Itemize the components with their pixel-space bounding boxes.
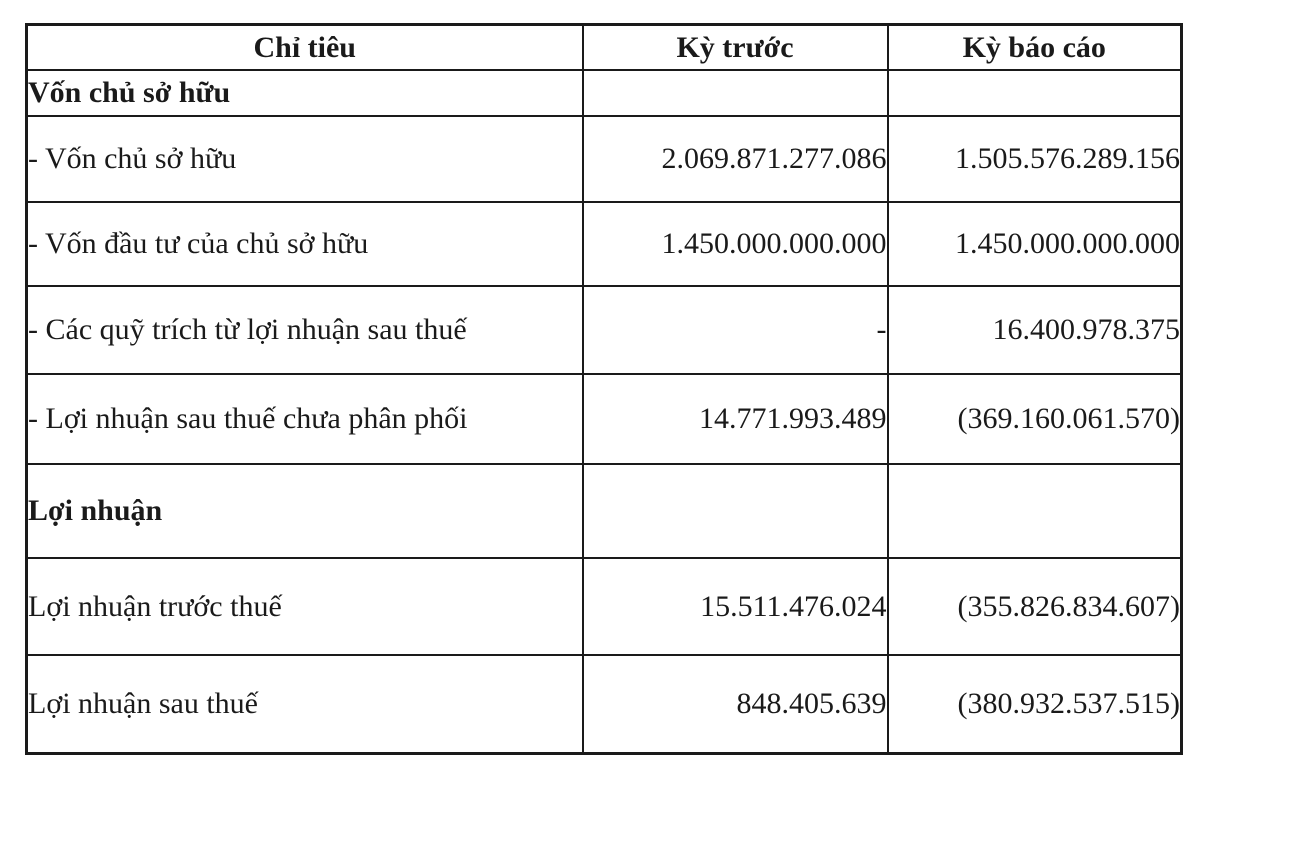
table-row-von-chu-so-huu: - Vốn chủ sở hữu 2.069.871.277.086 1.505… (25, 114, 1183, 203)
report-period-value: 1.450.000.000.000 (886, 200, 1183, 287)
column-header-ky-bao-cao: Kỳ báo cáo (886, 23, 1183, 71)
report-period-value: 1.505.576.289.156 (886, 114, 1183, 203)
report-period-value: (369.160.061.570) (886, 372, 1183, 465)
prev-period-value: 1.450.000.000.000 (581, 200, 889, 287)
prev-period-value: 848.405.639 (581, 653, 889, 755)
row-label: Lợi nhuận (25, 462, 584, 559)
row-label: Lợi nhuận sau thuế (25, 653, 584, 755)
column-header-chi-tieu: Chỉ tiêu (25, 23, 584, 71)
table-row-loi-nhuan-chua-phan-phoi: - Lợi nhuận sau thuế chưa phân phối 14.7… (25, 372, 1183, 465)
prev-period-value (581, 462, 889, 559)
report-period-value: (355.826.834.607) (886, 556, 1183, 656)
financial-table: Chỉ tiêu Kỳ trước Kỳ báo cáo Vốn chủ sở … (25, 23, 1183, 755)
row-label: - Vốn chủ sở hữu (25, 114, 584, 203)
row-label: - Các quỹ trích từ lợi nhuận sau thuế (25, 284, 584, 375)
prev-period-value: 2.069.871.277.086 (581, 114, 889, 203)
table-row-loi-nhuan-truoc-thue: Lợi nhuận trước thuế 15.511.476.024 (355… (25, 556, 1183, 656)
prev-period-value: 14.771.993.489 (581, 372, 889, 465)
row-label: - Vốn đầu tư của chủ sở hữu (25, 200, 584, 287)
row-label: Vốn chủ sở hữu (25, 68, 584, 117)
table-row-loi-nhuan-section: Lợi nhuận (25, 462, 1183, 559)
report-period-value: (380.932.537.515) (886, 653, 1183, 755)
table-row-von-chu-so-huu-section: Vốn chủ sở hữu (25, 68, 1183, 117)
report-period-value: 16.400.978.375 (886, 284, 1183, 375)
row-label: - Lợi nhuận sau thuế chưa phân phối (25, 372, 584, 465)
prev-period-value (581, 68, 889, 117)
table-row-cac-quy-trich: - Các quỹ trích từ lợi nhuận sau thuế - … (25, 284, 1183, 375)
table-header-row: Chỉ tiêu Kỳ trước Kỳ báo cáo (25, 23, 1183, 71)
column-header-ky-truoc: Kỳ trước (581, 23, 889, 71)
report-period-value (886, 68, 1183, 117)
table-row-von-dau-tu: - Vốn đầu tư của chủ sở hữu 1.450.000.00… (25, 200, 1183, 287)
report-period-value (886, 462, 1183, 559)
row-label: Lợi nhuận trước thuế (25, 556, 584, 656)
table-row-loi-nhuan-sau-thue: Lợi nhuận sau thuế 848.405.639 (380.932.… (25, 653, 1183, 755)
prev-period-value: - (581, 284, 889, 375)
prev-period-value: 15.511.476.024 (581, 556, 889, 656)
